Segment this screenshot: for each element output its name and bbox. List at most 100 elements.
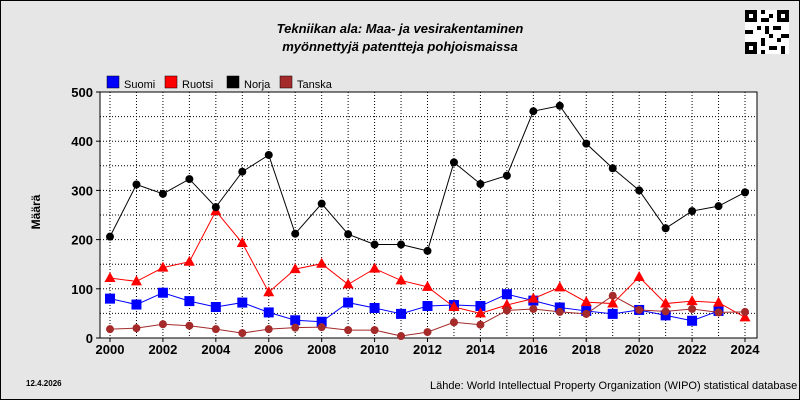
data-point: [158, 189, 167, 198]
data-point: [291, 229, 300, 238]
data-point: [369, 302, 380, 313]
legend-swatch: [226, 75, 240, 89]
data-point: [184, 296, 195, 307]
data-point: [105, 293, 115, 304]
data-point: [183, 255, 195, 266]
data-point: [582, 309, 591, 318]
data-point: [263, 307, 274, 318]
data-point: [449, 318, 458, 327]
data-point: [132, 180, 141, 189]
data-point: [529, 304, 538, 313]
x-tick-label: 2010: [360, 342, 389, 357]
series-norja: [106, 101, 749, 255]
legend-item-ruotsi: Ruotsi: [164, 75, 213, 91]
series-ruotsi: [104, 205, 751, 322]
x-tick-label: 2002: [148, 342, 177, 357]
x-tick-label: 2016: [519, 342, 548, 357]
data-point: [661, 224, 670, 233]
legend-swatch: [106, 75, 120, 89]
data-point: [396, 308, 407, 319]
data-point: [185, 175, 194, 184]
data-point: [397, 240, 406, 249]
data-point: [661, 307, 670, 316]
data-point: [739, 311, 751, 322]
data-point: [741, 307, 749, 316]
data-point: [582, 139, 591, 148]
chart-title-line1: Tekniikan ala: Maa- ja vesirakentaminen: [276, 21, 524, 36]
data-point: [370, 326, 379, 335]
x-tick-label: 2006: [254, 342, 283, 357]
legend-swatch: [279, 75, 293, 89]
x-tick-label: 2018: [572, 342, 601, 357]
data-point: [713, 296, 725, 307]
data-point: [660, 297, 672, 308]
data-point: [104, 271, 116, 282]
data-point: [370, 240, 379, 249]
data-point: [211, 325, 220, 334]
data-point: [289, 263, 301, 274]
legend: Suomi Ruotsi Norja Tanska: [106, 75, 333, 91]
y-tick-label: 400: [71, 134, 93, 149]
data-point: [475, 301, 486, 312]
legend-label: Ruotsi: [182, 79, 213, 91]
y-tick-label: 500: [71, 85, 93, 100]
data-point: [635, 186, 644, 195]
data-point: [555, 101, 564, 110]
data-point: [397, 332, 406, 341]
data-point: [501, 289, 512, 300]
data-point: [580, 296, 592, 307]
data-point: [422, 280, 433, 291]
axes: 0 100 200 300 400 500 2000 2002 2004 2006 2008 2010…: [71, 85, 760, 357]
data-point: [264, 150, 273, 159]
data-point: [502, 171, 511, 180]
data-point: [317, 199, 326, 208]
chart-title-line2: myönnettyjä patentteja pohjoismaissa: [282, 39, 518, 54]
x-tick-label: 2024: [731, 342, 761, 357]
legend-label: Norja: [244, 79, 271, 91]
data-point: [554, 302, 565, 313]
data-point: [106, 325, 114, 334]
chart-title: Tekniikan ala: Maa- ja vesirakentaminen …: [200, 20, 600, 56]
data-point: [395, 274, 407, 285]
x-tick-label: 2022: [678, 342, 707, 357]
data-point: [211, 203, 220, 212]
data-point: [238, 167, 247, 176]
data-point: [423, 328, 432, 337]
data-point: [422, 301, 433, 312]
data-point: [741, 188, 749, 197]
data-point: [316, 257, 328, 268]
data-point: [237, 297, 248, 308]
data-point: [185, 321, 194, 330]
x-tick-label: 2000: [96, 342, 125, 357]
data-point: [263, 286, 275, 297]
data-point: [686, 295, 698, 306]
legend-swatch: [164, 75, 178, 89]
series-tanska: [106, 291, 749, 341]
data-point: [633, 270, 645, 281]
y-tick-label: 0: [86, 331, 93, 346]
x-tick-label: 2008: [307, 342, 336, 357]
series-group: [104, 101, 751, 341]
legend-label: Tanska: [297, 79, 333, 91]
data-point: [344, 230, 353, 239]
legend-item-tanska: Tanska: [279, 75, 333, 91]
data-point: [476, 320, 485, 329]
data-point: [343, 297, 354, 308]
legend-item-norja: Norja: [226, 75, 271, 91]
data-point: [714, 202, 723, 211]
data-point: [687, 315, 698, 326]
y-tick-label: 200: [71, 233, 93, 248]
legend-item-suomi: Suomi: [106, 75, 155, 91]
data-point: [210, 302, 221, 313]
data-point: [106, 232, 114, 241]
data-point: [131, 299, 142, 310]
plot-border: [99, 91, 758, 339]
legend-label: Suomi: [124, 79, 155, 91]
data-point: [688, 304, 697, 313]
data-point: [449, 158, 458, 167]
data-point: [501, 299, 513, 310]
data-point: [607, 308, 618, 319]
data-point: [607, 297, 619, 308]
data-point: [555, 307, 564, 316]
